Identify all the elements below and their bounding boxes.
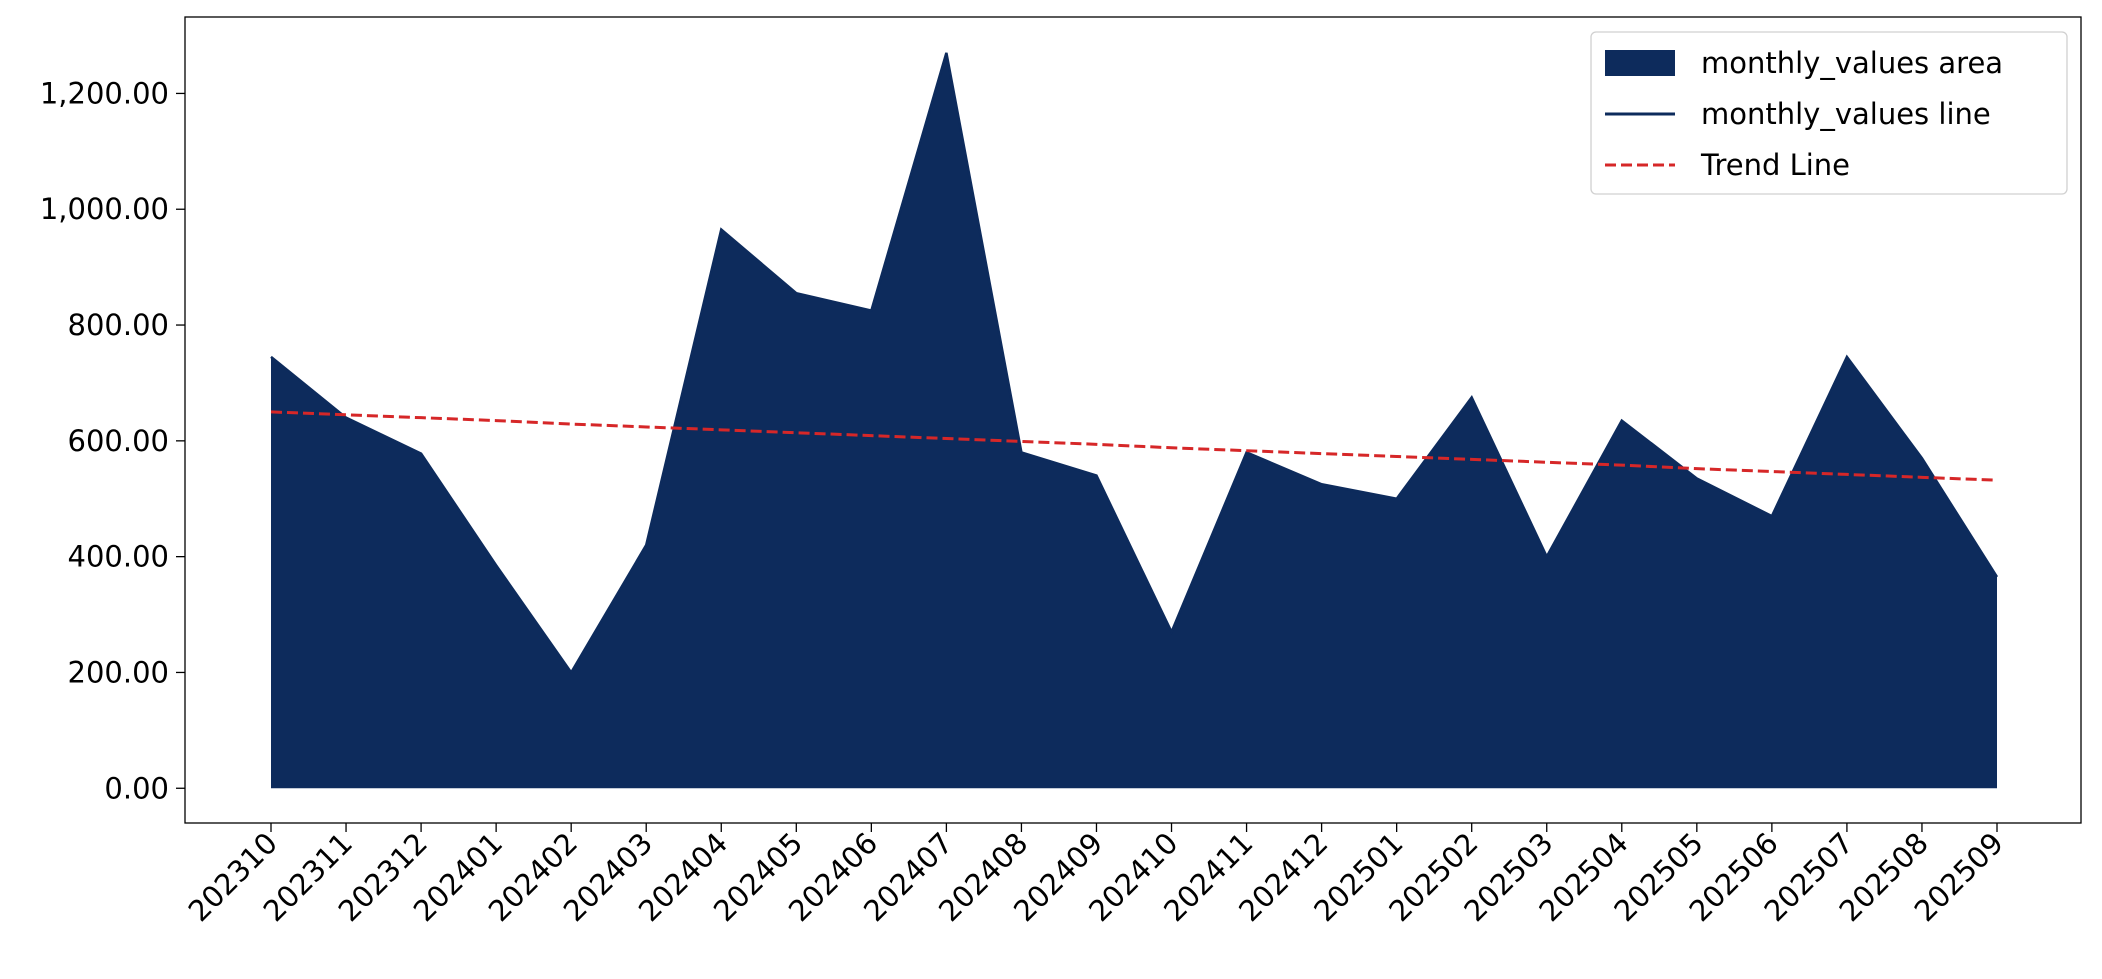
y-tick-label: 400.00: [68, 540, 169, 574]
area: [271, 52, 1997, 789]
plot-frame: [184, 16, 2082, 824]
y-tick-label: 1,000.00: [40, 192, 169, 226]
y-tick-label: 0.00: [104, 771, 169, 805]
legend-box: [1590, 31, 2068, 195]
legend-label: Trend Line: [1700, 148, 1850, 182]
line: [270, 410, 1998, 482]
y-tick-label: 200.00: [68, 655, 169, 689]
y-tick-label: 800.00: [68, 308, 169, 342]
legend-swatch: [1605, 50, 1675, 76]
line: [270, 52, 1999, 675]
legend-label: monthly_values area: [1701, 46, 2003, 80]
y-tick-label: 1,200.00: [40, 76, 169, 110]
legend-label: monthly_values line: [1701, 97, 1991, 131]
y-tick-label: 600.00: [68, 424, 169, 458]
